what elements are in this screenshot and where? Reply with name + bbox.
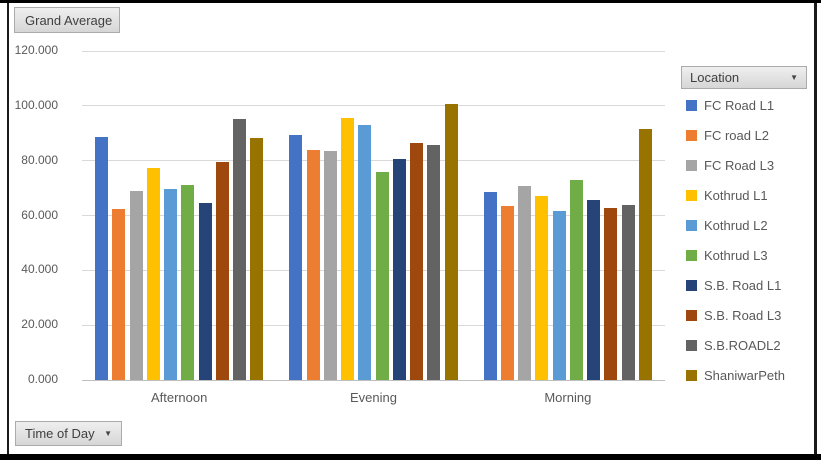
- bar-s-b-road-l1-afternoon: [198, 202, 212, 380]
- legend-item-kothrud-l3: Kothrud L3: [686, 240, 768, 270]
- bar-s-b-road-l3-morning: [604, 207, 618, 380]
- legend-item-s-b-road-l1: S.B. Road L1: [686, 270, 781, 300]
- bar-s-b-road-l1-morning: [587, 200, 601, 380]
- bar-s-b-road-l1-evening: [392, 159, 406, 380]
- window-border-right: [814, 3, 817, 454]
- window-border-left: [7, 3, 9, 454]
- gridline-120: [82, 50, 665, 52]
- bar-fc-road-l1-morning: [483, 192, 497, 380]
- bar-fc-road-l3-evening: [323, 151, 337, 380]
- bar-s-b-road-l3-evening: [410, 143, 424, 380]
- bar-kothrud-l3-afternoon: [181, 184, 195, 380]
- legend-swatch-icon: [686, 159, 697, 171]
- legend-item-fc-road-l2: FC road L2: [686, 120, 769, 150]
- gridline-40: [82, 269, 665, 271]
- grand-average-field-button[interactable]: Grand Average: [14, 7, 120, 33]
- legend-label: Kothrud L2: [704, 217, 768, 233]
- legend-label: S.B. Road L1: [704, 277, 782, 293]
- legend-label: Kothrud L1: [704, 187, 768, 203]
- bar-kothrud-l3-evening: [375, 172, 389, 380]
- y-axis-tick-label: 0.000: [27, 372, 58, 386]
- bar-shaniwarpeth-afternoon: [250, 138, 264, 380]
- grand-average-label: Grand Average: [25, 12, 113, 28]
- y-axis-tick-label: 20.000: [21, 317, 58, 332]
- bar-s-b-roadl2-afternoon: [233, 118, 247, 380]
- legend-item-s-b-road-l3: S.B. Road L3: [686, 300, 781, 330]
- legend-swatch-icon: [686, 339, 697, 351]
- bar-shaniwarpeth-evening: [444, 104, 458, 380]
- legend-label: FC Road L1: [704, 97, 775, 113]
- legend-swatch-icon: [686, 249, 697, 261]
- dropdown-arrow-icon: ▼: [104, 428, 112, 438]
- window-border-bottom: [0, 454, 821, 460]
- gridline-80: [82, 160, 665, 162]
- legend-label: S.B.ROADL2: [704, 337, 781, 353]
- bar-fc-road-l2-morning: [500, 205, 514, 380]
- legend-swatch-icon: [686, 99, 697, 111]
- bar-fc-road-l3-morning: [518, 186, 532, 380]
- bar-kothrud-l2-evening: [358, 124, 372, 380]
- y-axis-tick-label: 120.000: [14, 43, 58, 57]
- location-label: Location: [690, 70, 740, 85]
- gridline-0: [82, 379, 665, 381]
- gridline-60: [82, 215, 665, 216]
- legend-label: ShaniwarPeth: [704, 367, 785, 383]
- bar-kothrud-l2-morning: [552, 211, 566, 380]
- bar-fc-road-l1-afternoon: [95, 136, 109, 380]
- legend-label: Kothrud L3: [704, 247, 768, 263]
- legend-swatch-icon: [686, 189, 697, 201]
- legend-swatch-icon: [686, 279, 697, 291]
- legend-swatch-icon: [686, 369, 697, 381]
- legend-item-s-b-roadl2: S.B.ROADL2: [686, 330, 781, 360]
- bar-kothrud-l3-morning: [569, 179, 583, 380]
- gridline-100: [82, 105, 665, 107]
- location-filter-button[interactable]: Location ▼: [681, 66, 807, 89]
- bar-fc-road-l1-evening: [289, 135, 303, 380]
- bar-kothrud-l1-morning: [535, 196, 549, 380]
- time-of-day-label: Time of Day: [25, 426, 95, 441]
- legend-label: S.B. Road L3: [704, 307, 782, 323]
- legend-item-kothrud-l2: Kothrud L2: [686, 210, 768, 240]
- y-axis-tick-label: 100.000: [14, 97, 58, 112]
- legend-swatch-icon: [686, 219, 697, 231]
- legend-item-shaniwarpeth: ShaniwarPeth: [686, 360, 785, 390]
- legend-label: FC Road L3: [704, 157, 775, 173]
- gridline-20: [82, 324, 665, 326]
- y-axis-tick-label: 60.000: [21, 207, 58, 222]
- x-axis-category-label-afternoon: Afternoon: [150, 390, 208, 405]
- y-axis-tick-label: 40.000: [21, 262, 58, 277]
- x-axis-category-label-morning: Morning: [544, 390, 592, 405]
- bar-fc-road-l2-afternoon: [112, 209, 126, 380]
- legend-swatch-icon: [686, 309, 697, 321]
- bar-s-b-road-l3-afternoon: [215, 162, 229, 380]
- bar-s-b-roadl2-evening: [427, 144, 441, 380]
- bar-kothrud-l2-afternoon: [164, 189, 178, 380]
- bar-s-b-roadl2-morning: [621, 204, 635, 380]
- legend-item-kothrud-l1: Kothrud L1: [686, 180, 768, 210]
- dropdown-arrow-icon: ▼: [790, 72, 798, 82]
- legend-label: FC road L2: [704, 127, 770, 143]
- bar-fc-road-l2-evening: [306, 149, 320, 380]
- legend-swatch-icon: [686, 129, 697, 141]
- legend-item-fc-road-l1: FC Road L1: [686, 90, 774, 120]
- x-axis-category-label-evening: Evening: [350, 390, 397, 405]
- time-of-day-filter-button[interactable]: Time of Day ▼: [15, 421, 122, 446]
- bar-kothrud-l1-afternoon: [146, 167, 160, 380]
- bar-shaniwarpeth-morning: [638, 129, 652, 380]
- window-border-top: [0, 0, 821, 3]
- legend-item-fc-road-l3: FC Road L3: [686, 150, 774, 180]
- bar-kothrud-l1-evening: [341, 118, 355, 380]
- y-axis-tick-label: 80.000: [21, 152, 58, 167]
- bar-fc-road-l3-afternoon: [129, 190, 143, 380]
